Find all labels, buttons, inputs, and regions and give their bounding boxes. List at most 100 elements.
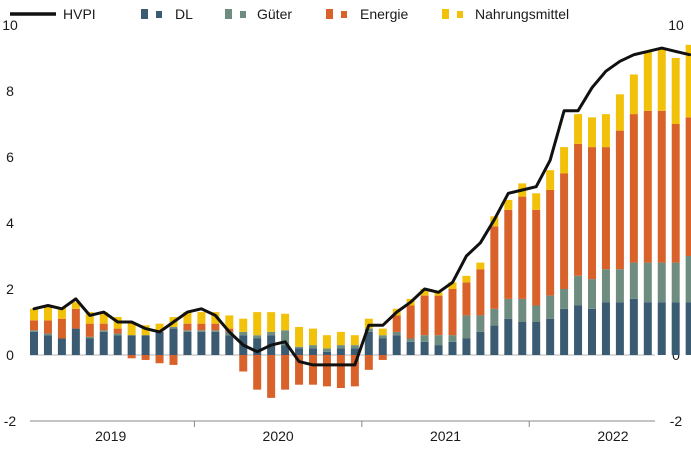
bar-segment-energie — [336, 355, 345, 388]
bar-segment-nahrungsmittel — [364, 318, 373, 329]
bar-segment-dl — [309, 348, 317, 355]
bar-segment-dl — [225, 335, 234, 355]
bar-segment-energie — [127, 355, 136, 359]
bar-segment-dl — [378, 338, 387, 355]
bar-segment-güter — [350, 345, 359, 349]
y-tick-label-right: -2 — [670, 413, 683, 429]
bar-segment-güter — [504, 298, 513, 319]
bar-segment-nahrungsmittel — [588, 117, 596, 148]
bar-segment-dl — [490, 325, 499, 355]
bar-segment-dl — [155, 331, 164, 355]
bar-segment-dl — [629, 298, 638, 355]
bar-segment-energie — [183, 323, 192, 331]
bar-segment-energie — [239, 355, 248, 372]
bar-segment-nahrungsmittel — [281, 313, 290, 331]
bar-segment-güter — [685, 256, 691, 303]
bar-segment-güter — [378, 335, 387, 339]
bar-segment-dl — [643, 302, 652, 355]
bar-segment-güter — [601, 269, 610, 303]
legend-swatch-large — [225, 9, 232, 19]
bar-segment-dl — [476, 331, 485, 355]
bar-segment-nahrungsmittel — [309, 328, 317, 346]
bar-segment-dl — [560, 308, 569, 355]
bar-segment-dl — [615, 302, 624, 355]
bar-segment-güter — [281, 330, 290, 346]
legend-label: Nahrungsmittel — [475, 6, 569, 22]
legend-swatch-small — [457, 11, 463, 18]
bar-segment-nahrungsmittel — [211, 312, 220, 324]
bar-segment-güter — [560, 289, 569, 309]
bar-segment-dl — [183, 331, 192, 355]
bar-segment-güter — [239, 331, 248, 336]
bar-segment-nahrungsmittel — [141, 325, 150, 336]
bar-segment-dl — [657, 302, 666, 355]
legend-swatch-small — [341, 11, 347, 18]
bar-segment-güter — [490, 308, 499, 326]
bar-segment-nahrungsmittel — [532, 193, 541, 210]
bar-segment-güter — [43, 333, 52, 336]
bar-segment-energie — [462, 282, 471, 316]
legend-swatch-small — [156, 11, 162, 18]
bar-segment-dl — [141, 335, 150, 355]
bar-segment-dl — [364, 331, 373, 355]
bar-segment-nahrungsmittel — [295, 326, 304, 347]
bar-segment-dl — [71, 328, 80, 355]
legend-label: Energie — [360, 6, 408, 22]
bar-segment-dl — [336, 348, 345, 355]
legend-swatch-large — [442, 9, 449, 19]
bar-segment-güter — [183, 330, 192, 332]
bar-segment-energie — [43, 320, 52, 334]
bar-segment-energie — [476, 269, 485, 316]
bar-segment-nahrungsmittel — [71, 302, 80, 309]
year-label: 2020 — [263, 428, 294, 444]
bar-segment-energie — [490, 226, 499, 309]
bar-segment-energie — [85, 323, 94, 337]
year-label: 2019 — [95, 428, 126, 444]
bar-segment-güter — [615, 269, 624, 303]
bar-segment-nahrungsmittel — [601, 114, 610, 148]
bar-segment-energie — [420, 295, 429, 336]
bar-segment-nahrungsmittel — [546, 170, 555, 190]
bar-segment-dl — [434, 345, 443, 355]
bar-segment-energie — [560, 173, 569, 289]
bar-segment-güter — [197, 330, 206, 332]
y-tick-label-left: 8 — [6, 83, 14, 99]
bar-segment-energie — [322, 355, 331, 387]
bar-segment-dl — [406, 341, 415, 355]
hvpi-line — [32, 46, 691, 367]
bar-segment-energie — [99, 323, 108, 331]
legend-swatch-large — [326, 9, 333, 19]
bar-segment-energie — [685, 117, 691, 257]
bar-segment-energie — [546, 190, 555, 296]
y-tick-label-left: 10 — [2, 17, 18, 33]
bar-segment-dl — [588, 308, 596, 355]
bar-segment-dl — [601, 302, 610, 355]
bar-segment-nahrungsmittel — [434, 292, 443, 296]
bar-segment-dl — [462, 338, 471, 355]
bar-segment-güter — [392, 331, 401, 336]
bars — [30, 44, 691, 398]
bar-segment-energie — [574, 143, 583, 276]
legend-label: DL — [175, 6, 193, 22]
bar-segment-nahrungsmittel — [643, 51, 652, 111]
bar-segment-güter — [267, 331, 276, 336]
bar-segment-güter — [322, 348, 331, 352]
bar-segment-dl — [211, 331, 220, 355]
bar-segment-dl — [169, 328, 178, 355]
bar-segment-dl — [546, 318, 555, 355]
bar-segment-nahrungsmittel — [336, 331, 345, 346]
bar-segment-güter — [629, 262, 638, 299]
bar-segment-dl — [685, 302, 691, 355]
bar-segment-dl — [57, 338, 66, 355]
bar-segment-nahrungsmittel — [183, 312, 192, 324]
bar-segment-nahrungsmittel — [57, 307, 66, 319]
bar-segment-energie — [211, 323, 220, 331]
bar-segment-güter — [30, 330, 38, 332]
y-tick-label-left: 4 — [6, 215, 14, 231]
bar-segment-dl — [127, 335, 136, 355]
bar-segment-nahrungsmittel — [448, 282, 457, 289]
bar-segment-energie — [113, 328, 122, 334]
bar-segment-nahrungsmittel — [615, 94, 624, 131]
bar-segment-energie — [350, 355, 359, 387]
